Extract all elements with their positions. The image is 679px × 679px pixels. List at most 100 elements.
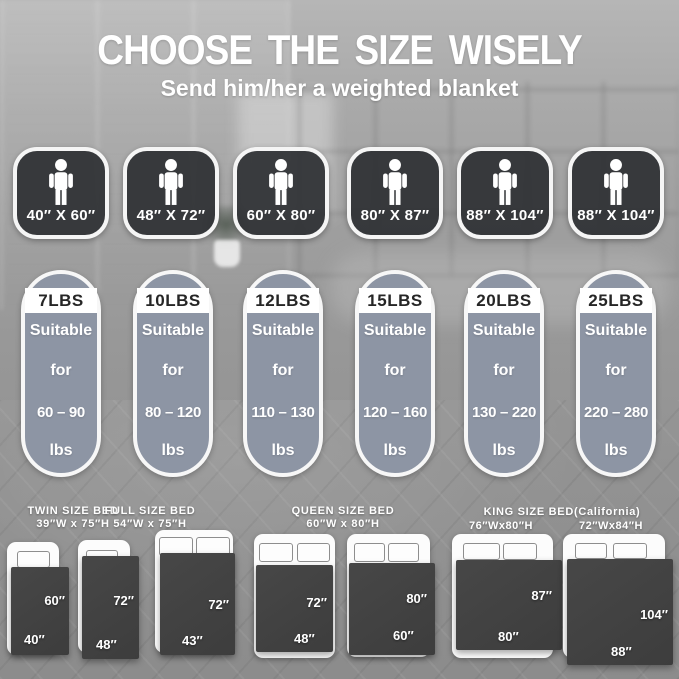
bed-group-header-twin: TWIN SIZE BED 39″W x 75″H — [12, 505, 134, 531]
blanket-width-label: 40″ — [24, 632, 45, 647]
blanket-width-label: 48″ — [294, 631, 315, 646]
suitable-text: Suitable — [363, 322, 427, 339]
suitable-text: Suitable — [584, 322, 648, 339]
person-icon — [159, 159, 183, 205]
bed-group-header-queen: QUEEN SIZE BED 60″W x 80″H — [282, 505, 404, 531]
blanket-overlay: 80″ 60″ — [349, 563, 435, 655]
bed-group-header-full: FULL SIZE BED 54″W x 75″H — [89, 505, 211, 531]
weight-pill: 25LBS Suitable for 220 – 280 lbs — [576, 270, 656, 477]
weight-pill: 15LBS Suitable for 120 – 160 lbs — [355, 270, 435, 477]
for-text: for — [50, 362, 72, 379]
background-plant-pot — [214, 240, 240, 267]
suitable-text: Suitable — [472, 322, 536, 339]
king-dims-left: 76″Wx80″H — [469, 520, 533, 532]
bed-group-name: TWIN SIZE BED — [27, 505, 119, 517]
size-card: 48″ X 72″ — [123, 147, 219, 239]
suitable-text: Suitable — [29, 322, 93, 339]
weight-label: 25LBS — [588, 290, 644, 310]
blanket-dimensions-label: 48″ X 72″ — [136, 207, 206, 224]
blanket-dimensions-label: 88″ X 104″ — [466, 207, 544, 224]
for-text: for — [605, 362, 627, 379]
pillow-icon — [463, 543, 500, 560]
unit-text: lbs — [49, 442, 73, 459]
blanket-width-label: 48″ — [96, 637, 117, 652]
unit-text: lbs — [383, 442, 407, 459]
weight-band: 10LBS — [137, 288, 209, 313]
blanket-overlay: 72″ 48″ — [82, 556, 139, 659]
person-icon — [269, 159, 293, 205]
blanket-overlay: 60″ 40″ — [11, 567, 69, 655]
blanket-dimensions-label: 88″ X 104″ — [577, 207, 655, 224]
unit-text: lbs — [492, 442, 516, 459]
suitable-text: Suitable — [251, 322, 315, 339]
blanket-height-label: 72″ — [113, 593, 134, 608]
pillow-icon — [575, 543, 607, 559]
weight-band: 7LBS — [25, 288, 97, 313]
pillow-icon — [388, 543, 419, 562]
blanket-dimensions-label: 80″ X 87″ — [360, 207, 430, 224]
weight-label: 15LBS — [367, 290, 423, 310]
unit-text: lbs — [604, 442, 628, 459]
for-text: for — [384, 362, 406, 379]
person-icon — [49, 159, 73, 205]
pillow-icon — [613, 543, 647, 559]
blanket-overlay: 104″ 88″ — [567, 559, 673, 665]
weight-band: 15LBS — [359, 288, 431, 313]
pillow-icon — [503, 543, 537, 560]
weight-label: 10LBS — [145, 290, 201, 310]
weight-label: 20LBS — [476, 290, 532, 310]
bed-group-dims: 54″W x 75″H — [113, 518, 187, 530]
page-title: CHOOSE THE SIZE WISELY — [97, 26, 582, 73]
blanket-height-label: 80″ — [406, 591, 427, 606]
blanket-overlay: 72″ 48″ — [256, 565, 333, 652]
size-card: 40″ X 60″ — [13, 147, 109, 239]
blanket-height-label: 87″ — [531, 588, 552, 603]
for-text: for — [162, 362, 184, 379]
weight-range: 120 – 160 — [362, 404, 428, 421]
blanket-overlay: 72″ 43″ — [160, 553, 235, 655]
weight-pill: 12LBS Suitable for 110 – 130 lbs — [243, 270, 323, 477]
size-card: 80″ X 87″ — [347, 147, 443, 239]
blanket-overlay: 87″ 80″ — [456, 560, 562, 650]
weight-range: 60 – 90 — [37, 404, 85, 421]
blanket-height-label: 72″ — [208, 597, 229, 612]
blanket-height-label: 60″ — [44, 593, 65, 608]
page-subtitle: Send him/her a weighted blanket — [160, 75, 519, 101]
weight-pill: 10LBS Suitable for 80 – 120 lbs — [133, 270, 213, 477]
person-icon — [383, 159, 407, 205]
blanket-width-label: 80″ — [498, 629, 519, 644]
person-icon — [493, 159, 517, 205]
bed-group-name: FULL SIZE BED — [104, 505, 196, 517]
bed-group-name: QUEEN SIZE BED — [291, 505, 395, 517]
blanket-dimensions-label: 60″ X 80″ — [246, 207, 316, 224]
weight-range: 110 – 130 — [251, 404, 315, 421]
blanket-width-label: 88″ — [611, 644, 632, 659]
person-icon — [604, 159, 628, 205]
blanket-dimensions-label: 40″ X 60″ — [26, 207, 96, 224]
weight-pill: 7LBS Suitable for 60 – 90 lbs — [21, 270, 101, 477]
size-card: 88″ X 104″ — [457, 147, 553, 239]
king-dims-right: 72″Wx84″H — [579, 520, 643, 532]
weight-band: 20LBS — [468, 288, 540, 313]
bed-group-name: KING SIZE BED(California) — [483, 506, 641, 518]
pillow-icon — [17, 551, 50, 568]
weight-range: 80 – 120 — [145, 404, 201, 421]
weight-range: 130 – 220 — [471, 404, 537, 421]
bed-group-dims: 39″W x 75″H — [36, 518, 110, 530]
blanket-height-label: 72″ — [306, 595, 327, 610]
pillow-icon — [297, 543, 330, 562]
size-card: 88″ X 104″ — [568, 147, 664, 239]
size-card: 60″ X 80″ — [233, 147, 329, 239]
blanket-width-label: 43″ — [182, 633, 203, 648]
pillow-icon — [354, 543, 385, 562]
suitable-text: Suitable — [141, 322, 205, 339]
weight-band: 12LBS — [247, 288, 319, 313]
bed-group-dims: 60″W x 80″H — [306, 518, 380, 530]
unit-text: lbs — [161, 442, 185, 459]
unit-text: lbs — [271, 442, 295, 459]
weight-band: 25LBS — [580, 288, 652, 313]
pillow-icon — [259, 543, 293, 562]
blanket-height-label: 104″ — [640, 607, 668, 622]
blanket-width-label: 60″ — [393, 628, 414, 643]
